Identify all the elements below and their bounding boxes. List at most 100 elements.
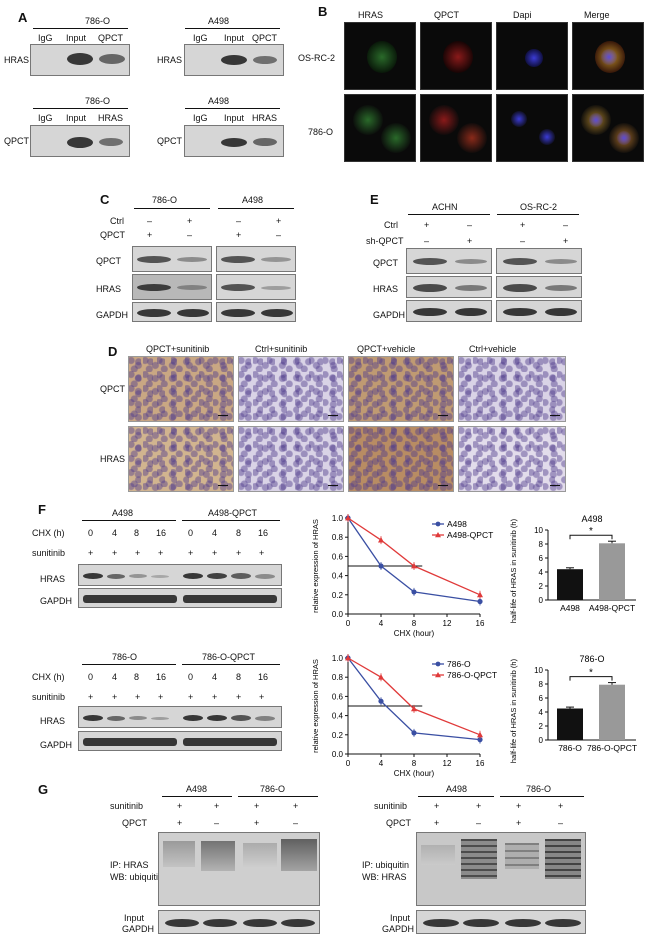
group-line (238, 796, 318, 797)
x-tick-label: A498-QPCT (589, 603, 635, 613)
western-blot (132, 246, 212, 272)
chx-label: CHX (h) (32, 672, 65, 682)
ubiquitin-smear-blot (416, 832, 586, 906)
x-tick-label: 786-O (558, 743, 582, 753)
sign: + (259, 548, 265, 558)
group-label: A498 (186, 784, 208, 794)
western-blot (132, 302, 212, 322)
western-blot (216, 302, 296, 322)
chx-value: 8 (134, 672, 140, 682)
y-tick-label: 2 (539, 722, 544, 731)
sign: + (188, 548, 194, 558)
cell-line-label: A498 (208, 16, 230, 26)
if-image-merge (572, 94, 644, 162)
blot-label: HRAS (40, 716, 66, 726)
data-point (411, 730, 417, 736)
ip-label: IP: HRAS (110, 860, 149, 870)
sign: + (434, 801, 440, 811)
lane-label: IgG (38, 33, 53, 43)
sign: – (236, 216, 242, 226)
ihc-image (128, 426, 234, 492)
condition-label: Ctrl (384, 220, 398, 230)
chx-value: 4 (112, 528, 118, 538)
y-tick-label: 0.2 (332, 591, 344, 600)
panel-label-c: C (100, 192, 110, 207)
chx-value: 0 (188, 672, 194, 682)
chx-value: 4 (212, 528, 218, 538)
group-label: ACHN (432, 202, 458, 212)
lane-label: HRAS (252, 113, 278, 123)
row-label: 786-O (308, 127, 334, 137)
blot-label: HRAS (96, 284, 122, 294)
panel-label-d: D (108, 344, 118, 359)
y-tick-label: 1.0 (332, 654, 344, 663)
y-tick-label: 0.6 (332, 692, 344, 701)
western-blot (496, 276, 582, 298)
blot-label: GAPDH (40, 740, 73, 750)
panel-label-a: A (18, 10, 28, 25)
condition-label: sunitinib (110, 801, 144, 811)
sign: + (558, 801, 564, 811)
y-tick-label: 10 (534, 666, 543, 675)
blot-label: HRAS (157, 55, 183, 65)
group-label: 786-O (526, 784, 552, 794)
chx-value: 16 (258, 528, 269, 538)
legend-label: 786-O (447, 659, 471, 669)
sign: + (276, 216, 282, 226)
blot-label: GAPDH (96, 310, 129, 320)
sign: + (434, 818, 440, 828)
if-image-dapi (496, 22, 568, 90)
sign: + (187, 216, 193, 226)
y-tick-label: 4 (539, 708, 544, 717)
x-tick-label: 4 (379, 619, 384, 628)
sign: + (516, 818, 522, 828)
western-blot (406, 276, 492, 298)
condition-label: QPCT (386, 818, 412, 828)
x-axis-label: CHX (hour) (394, 629, 435, 638)
legend-marker (435, 521, 441, 527)
sign: – (476, 818, 482, 828)
x-tick-label: 16 (476, 759, 485, 768)
wb-label: WB: ubiquitin (110, 872, 164, 882)
y-tick-label: 4 (539, 568, 544, 577)
chx-value: 8 (236, 672, 242, 682)
group-line (33, 108, 128, 109)
x-tick-label: 8 (412, 619, 417, 628)
input-label: GAPDH (122, 924, 155, 934)
if-image-hras (344, 94, 416, 162)
lane-label: IgG (38, 113, 53, 123)
sign: + (236, 548, 242, 558)
sign: + (254, 801, 260, 811)
western-blot (496, 300, 582, 322)
y-tick-label: 0.6 (332, 552, 344, 561)
sign: – (520, 236, 526, 246)
x-axis-label: CHX (hour) (394, 769, 435, 778)
condition-label: sh-QPCT (366, 236, 404, 246)
panel-label-f: F (38, 502, 46, 517)
y-tick-label: 0 (539, 736, 544, 745)
blot-label: HRAS (4, 55, 30, 65)
y-tick-label: 0.2 (332, 731, 344, 740)
western-blot (78, 731, 282, 751)
western-blot (78, 564, 282, 586)
wb-label: WB: HRAS (362, 872, 407, 882)
legend-marker (435, 672, 441, 678)
western-blot (184, 125, 284, 157)
x-tick-label: 12 (443, 759, 452, 768)
lane-label: QPCT (252, 33, 278, 43)
sign: + (236, 692, 242, 702)
data-point (345, 514, 351, 521)
sunitinib-label: sunitinib (32, 692, 66, 702)
ihc-row-label: QPCT (100, 384, 126, 394)
channel-label: HRAS (358, 10, 384, 20)
sign: – (276, 230, 282, 240)
bar (599, 684, 625, 740)
group-line (182, 520, 280, 521)
channel-label: QPCT (434, 10, 460, 20)
group-line (408, 214, 490, 215)
half-life-bar-chart: 786-O 0 2 4 6 8 10 half-life of HRAS in sunitin… (509, 654, 637, 763)
group-line (185, 108, 280, 109)
blot-label: QPCT (373, 258, 399, 268)
if-image-qpct (420, 22, 492, 90)
sign: – (187, 230, 193, 240)
